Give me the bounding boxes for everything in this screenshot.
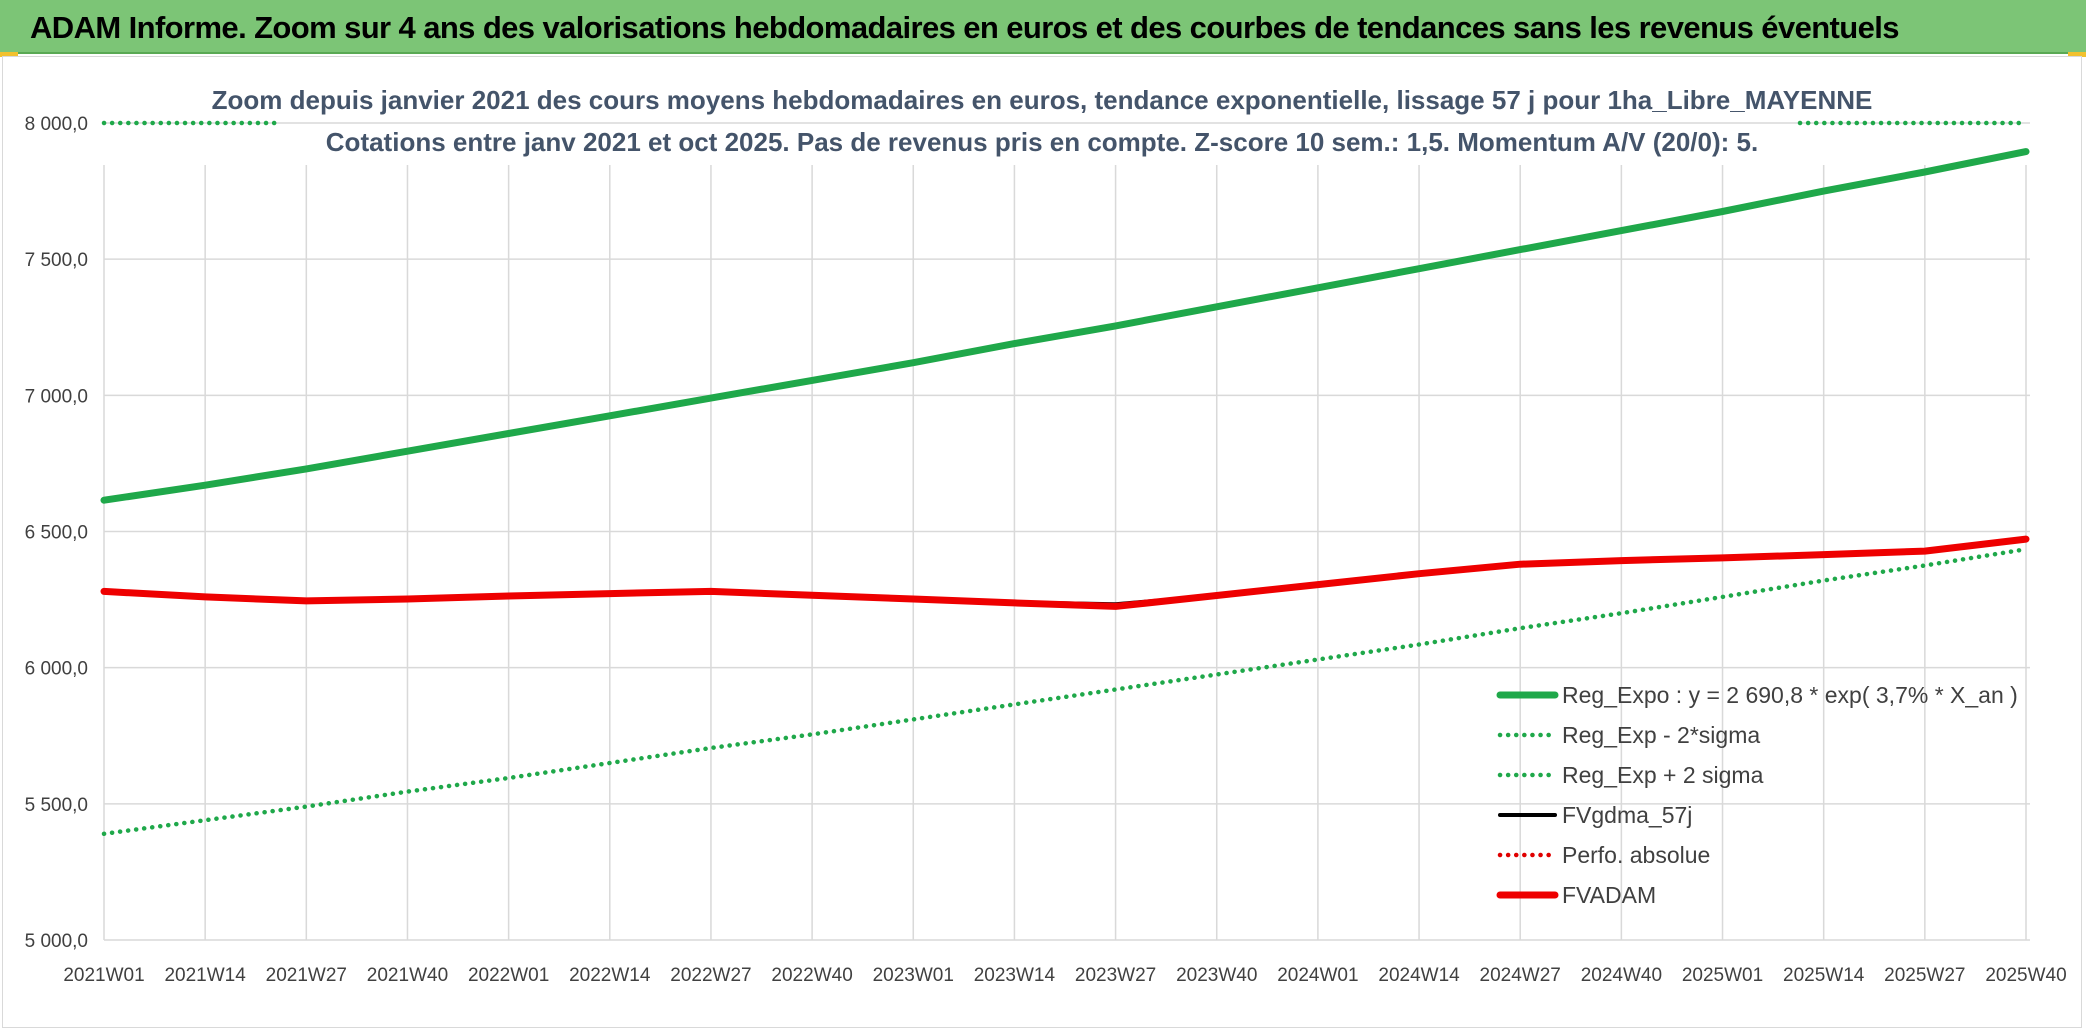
x-tick-label: 2025W14 — [1783, 965, 1865, 986]
series-layer — [100, 120, 2030, 837]
x-tick-label: 2024W01 — [1277, 965, 1358, 986]
y-tick-label: 6 500,0 — [25, 523, 88, 544]
x-tick-label: 2021W14 — [164, 965, 246, 986]
x-tick-label: 2022W01 — [468, 965, 549, 986]
x-tick-label: 2024W14 — [1378, 965, 1460, 986]
chart-frame — [2, 56, 2082, 1028]
y-tick-label: 5 000,0 — [25, 931, 88, 952]
x-tick-label: 2022W14 — [569, 965, 651, 986]
y-tick-label: 6 000,0 — [25, 659, 88, 680]
x-tick-label: 2022W27 — [670, 965, 751, 986]
series-line-reg-expo — [100, 148, 2030, 504]
legend-label-perfo-absolue: Perfo. absolue — [1562, 842, 1710, 868]
x-tick-label: 2022W40 — [771, 965, 852, 986]
legend-label-reg-exp-plus-2sigma: Reg_Exp + 2 sigma — [1562, 762, 1764, 788]
y-tick-label: 5 500,0 — [25, 795, 88, 816]
banner-accent-right — [2068, 52, 2086, 57]
y-axis: 5 000,0 5 500,0 6 000,0 6 500,0 7 000,0 7 500… — [25, 114, 88, 952]
x-tick-label: 2023W40 — [1176, 965, 1257, 986]
x-tick-label: 2025W40 — [1985, 965, 2066, 986]
legend: Reg_Expo : y = 2 690,8 * exp( 3,7% * X_a… — [1496, 682, 2018, 908]
legend-label-reg-expo: Reg_Expo : y = 2 690,8 * exp( 3,7% * X_a… — [1562, 682, 2018, 708]
report-title: ADAM Informe. Zoom sur 4 ans des valoris… — [30, 10, 1900, 45]
chart-title: Zoom depuis janvier 2021 des cours moyen… — [212, 85, 1873, 115]
x-tick-label: 2021W01 — [63, 965, 144, 986]
report-banner: ADAM Informe. Zoom sur 4 ans des valoris… — [0, 0, 2086, 54]
x-tick-label: 2023W27 — [1075, 965, 1156, 986]
grid — [103, 122, 2030, 941]
legend-label-fvgdma-57j: FVgdma_57j — [1562, 802, 1692, 828]
y-tick-label: 8 000,0 — [25, 114, 88, 135]
y-tick-label: 7 500,0 — [25, 250, 88, 271]
x-tick-label: 2025W27 — [1884, 965, 1965, 986]
x-tick-label: 2024W40 — [1581, 965, 1662, 986]
x-tick-label: 2021W40 — [367, 965, 448, 986]
x-tick-label: 2021W27 — [266, 965, 347, 986]
banner-accent-left — [0, 52, 18, 57]
x-tick-label: 2025W01 — [1682, 965, 1763, 986]
series-line-reg-exp-minus-2sigma — [101, 546, 2029, 837]
legend-label-fvadam: FVADAM — [1562, 882, 1656, 908]
x-tick-label: 2024W27 — [1480, 965, 1561, 986]
y-tick-label: 7 000,0 — [25, 386, 88, 407]
x-tick-label: 2023W01 — [873, 965, 954, 986]
series-line-fvadam — [100, 535, 2030, 610]
chart-subtitle: Cotations entre janv 2021 et oct 2025. P… — [326, 127, 1758, 157]
x-tick-label: 2023W14 — [974, 965, 1056, 986]
x-axis: 2021W01 2021W14 2021W27 2021W40 2022W01 2022W… — [63, 965, 2066, 986]
legend-label-reg-exp-minus-2sigma: Reg_Exp - 2*sigma — [1562, 722, 1760, 748]
